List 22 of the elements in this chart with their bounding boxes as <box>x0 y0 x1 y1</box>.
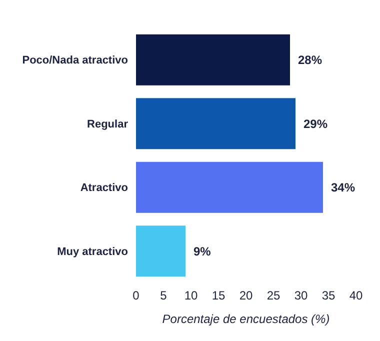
x-tick-label: 35 <box>322 288 336 303</box>
data-label: 9% <box>194 244 212 258</box>
x-tick-label: 15 <box>212 288 226 303</box>
x-tick-label: 25 <box>266 288 280 303</box>
y-tick-label: Regular <box>87 118 129 130</box>
y-tick-label: Poco/Nada atractivo <box>22 54 128 67</box>
x-tick-label: 5 <box>160 288 168 303</box>
x-tick-label: 20 <box>239 288 253 303</box>
x-axis-title: Porcentaje de encuestados (%) <box>162 312 330 326</box>
data-label: 34% <box>331 180 356 195</box>
x-tick-label: 0 <box>132 288 140 303</box>
bar <box>136 98 296 150</box>
bar <box>136 226 186 277</box>
bar <box>136 34 290 86</box>
bar <box>136 162 323 213</box>
y-tick-label: Atractivo <box>80 182 128 194</box>
data-label: 28% <box>298 53 322 68</box>
x-tick-label: 10 <box>184 288 198 303</box>
x-tick-label: 40 <box>349 288 363 303</box>
data-label: 29% <box>304 116 328 131</box>
y-tick-label: Muy atractivo <box>57 246 128 258</box>
x-tick-label: 30 <box>294 288 308 303</box>
